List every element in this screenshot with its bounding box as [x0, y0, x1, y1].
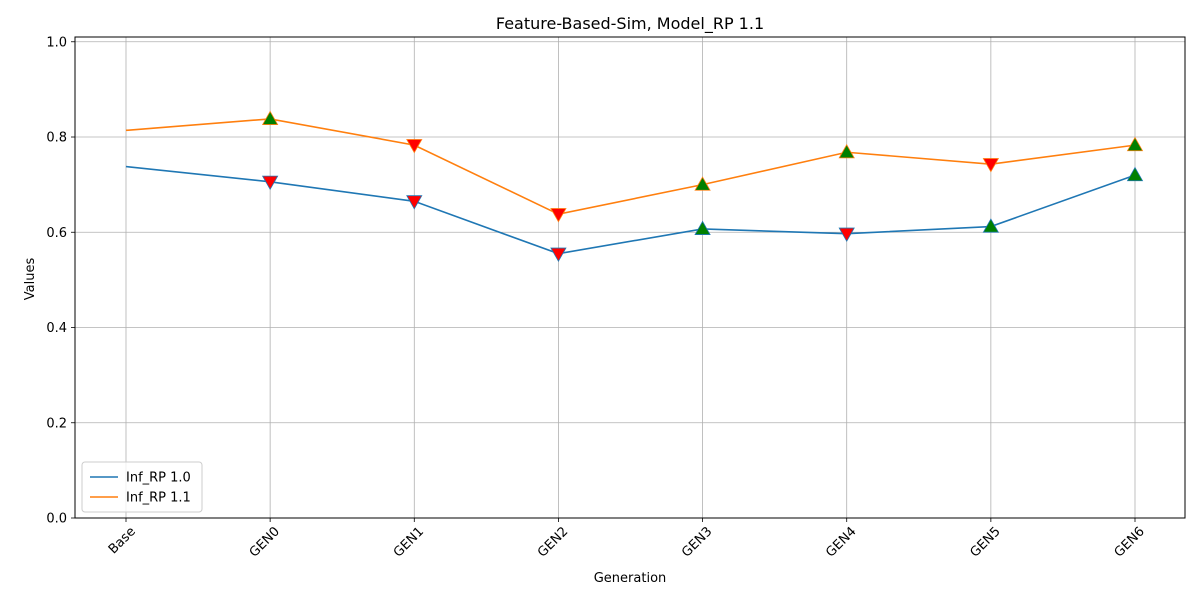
- y-tick-label: 1.0: [46, 35, 67, 50]
- y-tick-label: 0.8: [46, 131, 67, 146]
- down-marker: [406, 139, 423, 154]
- y-axis-label: Values: [23, 258, 38, 301]
- up-marker: [694, 220, 711, 235]
- x-tick-label: GEN2: [535, 524, 571, 560]
- y-tick-label: 0.4: [46, 321, 67, 336]
- series-line-2: [125, 118, 1136, 215]
- x-tick-label: GEN3: [679, 524, 715, 560]
- grid: [75, 37, 1185, 519]
- x-axis-label: Generation: [594, 571, 667, 586]
- legend: Inf_RP 1.0 Inf_RP 1.1: [81, 461, 203, 513]
- y-tick-label: 0.2: [46, 416, 67, 431]
- legend-label: Inf_RP 1.1: [126, 491, 191, 506]
- chart-title: Feature-Based-Sim, Model_RP 1.1: [496, 14, 764, 34]
- down-marker: [550, 247, 567, 262]
- y-tick-label: 0.6: [46, 226, 67, 241]
- legend-box: [81, 461, 203, 513]
- up-marker: [261, 110, 279, 125]
- down-marker: [550, 208, 567, 223]
- y-tick-label: 0.0: [46, 512, 67, 527]
- marker-layer: [261, 110, 1144, 262]
- x-tick-label: Base: [106, 524, 139, 557]
- down-marker: [982, 158, 1000, 173]
- up-marker: [838, 143, 855, 159]
- x-tick-label: GEN6: [1112, 524, 1148, 560]
- down-marker: [406, 195, 423, 210]
- x-tick-label: GEN4: [823, 524, 859, 560]
- x-tick-label: GEN1: [391, 524, 427, 560]
- series-layer: [125, 118, 1136, 255]
- x-tick-label: GEN5: [967, 524, 1003, 560]
- down-marker: [261, 175, 279, 191]
- up-marker: [982, 218, 1000, 233]
- up-marker: [1126, 136, 1144, 152]
- x-tick-label: GEN0: [247, 524, 283, 560]
- legend-label: Inf_RP 1.0: [126, 471, 191, 486]
- x-axis-ticks: Base GEN0 GEN1 GEN2 GEN3 GEN4 GEN5 GEN6: [106, 518, 1148, 560]
- series-line-1: [125, 165, 1136, 255]
- y-axis-ticks: 0.0 0.2 0.4 0.6 0.8 1.0: [46, 35, 75, 527]
- plot-frame: [74, 36, 1186, 519]
- down-marker: [838, 227, 855, 242]
- up-marker: [1126, 166, 1144, 182]
- up-marker: [694, 176, 711, 191]
